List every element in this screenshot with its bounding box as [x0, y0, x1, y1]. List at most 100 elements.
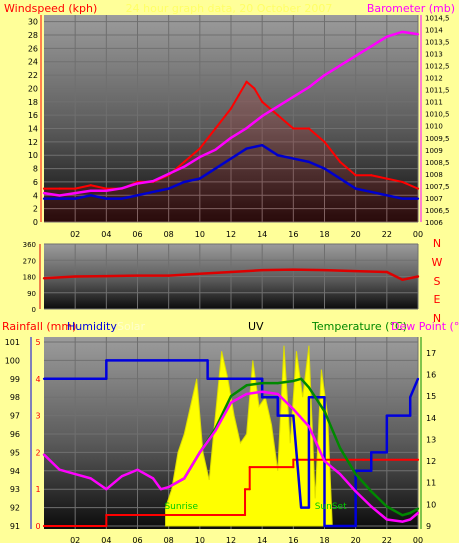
- dewpoint-line-point: [338, 472, 342, 476]
- wind-direction-point: [229, 270, 233, 274]
- humidity-line-point: [261, 377, 264, 380]
- barometer-line-point: [338, 64, 342, 67]
- humidity-line-point: [323, 524, 326, 528]
- windspeed-average-line-point: [198, 177, 201, 180]
- barometer-line-point: [120, 187, 124, 190]
- wind-direction-line: [43, 268, 419, 281]
- direction-tick-label: 270: [23, 257, 36, 265]
- barometer-line-point: [292, 95, 295, 98]
- windspeed-tick-label: 26: [28, 44, 38, 53]
- solar-title: Solar: [117, 320, 146, 333]
- compass-label: E: [434, 293, 441, 306]
- humidity-line-point: [370, 469, 373, 472]
- temperature-tick-label: 12: [426, 457, 436, 466]
- temperature-line-point: [307, 386, 311, 389]
- x-tick-label: 20: [351, 536, 361, 543]
- rainfall-line-point: [248, 466, 251, 469]
- barometer-line-point: [42, 192, 46, 195]
- x-tick-label: 18: [319, 230, 329, 239]
- temperature-line-point: [401, 514, 404, 517]
- rainfall-line-point: [243, 488, 247, 491]
- humidity-line-point: [292, 414, 295, 417]
- barometer-tick-label: 1012: [425, 75, 443, 83]
- windspeed-average-line-point: [167, 187, 170, 190]
- humidity-tick-label: 96: [10, 430, 20, 439]
- windspeed-gust-line-point: [385, 177, 388, 180]
- barometer-tick-label: 1011: [425, 99, 443, 107]
- windspeed-tick-label: 2: [33, 205, 38, 214]
- wind-direction-point: [385, 270, 389, 274]
- compass-label: S: [434, 275, 441, 288]
- humidity-title: Humidity: [67, 320, 117, 333]
- x-tick-label: 10: [195, 230, 205, 239]
- windspeed-gust-line-point: [237, 94, 240, 97]
- windspeed-gust-line-point: [261, 100, 264, 103]
- temperature-tick-label: 10: [426, 500, 436, 509]
- windspeed-average-line-point: [74, 197, 77, 200]
- dewpoint-line-point: [354, 490, 357, 493]
- dewpoint-line-point: [307, 425, 311, 428]
- windspeed-average-line-point: [183, 180, 186, 184]
- barometer-line-point: [307, 86, 311, 89]
- humidity-tick-label: 101: [5, 338, 20, 347]
- barometer-line-point: [401, 30, 404, 33]
- windspeed-average-line-point: [292, 157, 295, 160]
- windspeed-gust-line-point: [89, 184, 92, 187]
- x-tick-label: 20: [351, 230, 361, 239]
- direction-tick-label: 180: [23, 274, 36, 282]
- humidity-tick-label: 98: [10, 393, 20, 402]
- humidity-tick-label: 99: [10, 375, 20, 384]
- temperature-line-point: [354, 472, 357, 476]
- temperature-line-point: [292, 379, 295, 383]
- humidity-line-point: [105, 359, 108, 362]
- wind-direction-point: [136, 274, 139, 277]
- wind-direction-point: [42, 277, 46, 280]
- x-tick-label: 02: [70, 230, 80, 239]
- humidity-line-point: [385, 414, 388, 417]
- barometer-tick-label: 1007: [425, 195, 443, 203]
- windspeed-gust-line-point: [183, 160, 186, 164]
- barometer-line-point: [416, 33, 420, 36]
- dewpoint-line-point: [323, 459, 326, 463]
- x-tick-label: 06: [132, 230, 142, 239]
- windspeed-average-line-point: [151, 190, 155, 194]
- windspeed-tick-label: 18: [28, 98, 38, 107]
- windspeed-average-line-point: [261, 144, 264, 147]
- windspeed-average-line-point: [105, 197, 108, 200]
- compass-label: W: [432, 256, 443, 269]
- rainfall-line-point: [42, 524, 46, 528]
- windspeed-average-line-point: [276, 154, 279, 157]
- windspeed-gust-line-point: [229, 107, 233, 110]
- x-tick-label: 06: [132, 536, 142, 543]
- windspeed-gust-line-point: [323, 140, 326, 143]
- humidity-tick-label: 97: [10, 412, 20, 421]
- barometer-tick-label: 1013: [425, 51, 443, 59]
- rainfall-title: Rainfall (mm): [2, 320, 76, 333]
- dewpoint-line-point: [214, 429, 217, 432]
- wind-direction-point: [292, 268, 295, 271]
- barometer-tick-label: 1008: [425, 171, 443, 179]
- humidity-line-point: [42, 377, 46, 380]
- dewpoint-line-point: [409, 518, 412, 521]
- windspeed-gust-line-point: [214, 127, 217, 130]
- windspeed-tick-label: 16: [28, 111, 38, 120]
- windspeed-gust-line-point: [198, 147, 201, 150]
- temperature-line-point: [261, 382, 264, 385]
- barometer-line-point: [105, 189, 108, 192]
- humidity-tick-label: 92: [10, 504, 20, 513]
- rain-tick-label: 1: [35, 485, 40, 494]
- humidity-line-point: [416, 377, 420, 380]
- dewpoint-line-point: [401, 520, 404, 523]
- compass-label: N: [433, 237, 441, 250]
- dewpoint-line-point: [159, 488, 162, 491]
- rainfall-line-point: [416, 458, 420, 461]
- barometer-line-point: [151, 179, 155, 183]
- direction-tick-label: 360: [23, 241, 36, 249]
- barometer-line-point: [167, 172, 170, 175]
- solar-area: [165, 345, 333, 527]
- temperature-title: Temperature (°C): [311, 320, 407, 333]
- windspeed-tick-label: 12: [28, 138, 38, 147]
- humidity-line-point: [370, 451, 373, 454]
- windspeed-average-line-point: [229, 157, 233, 160]
- rainfall-line-point: [292, 466, 295, 469]
